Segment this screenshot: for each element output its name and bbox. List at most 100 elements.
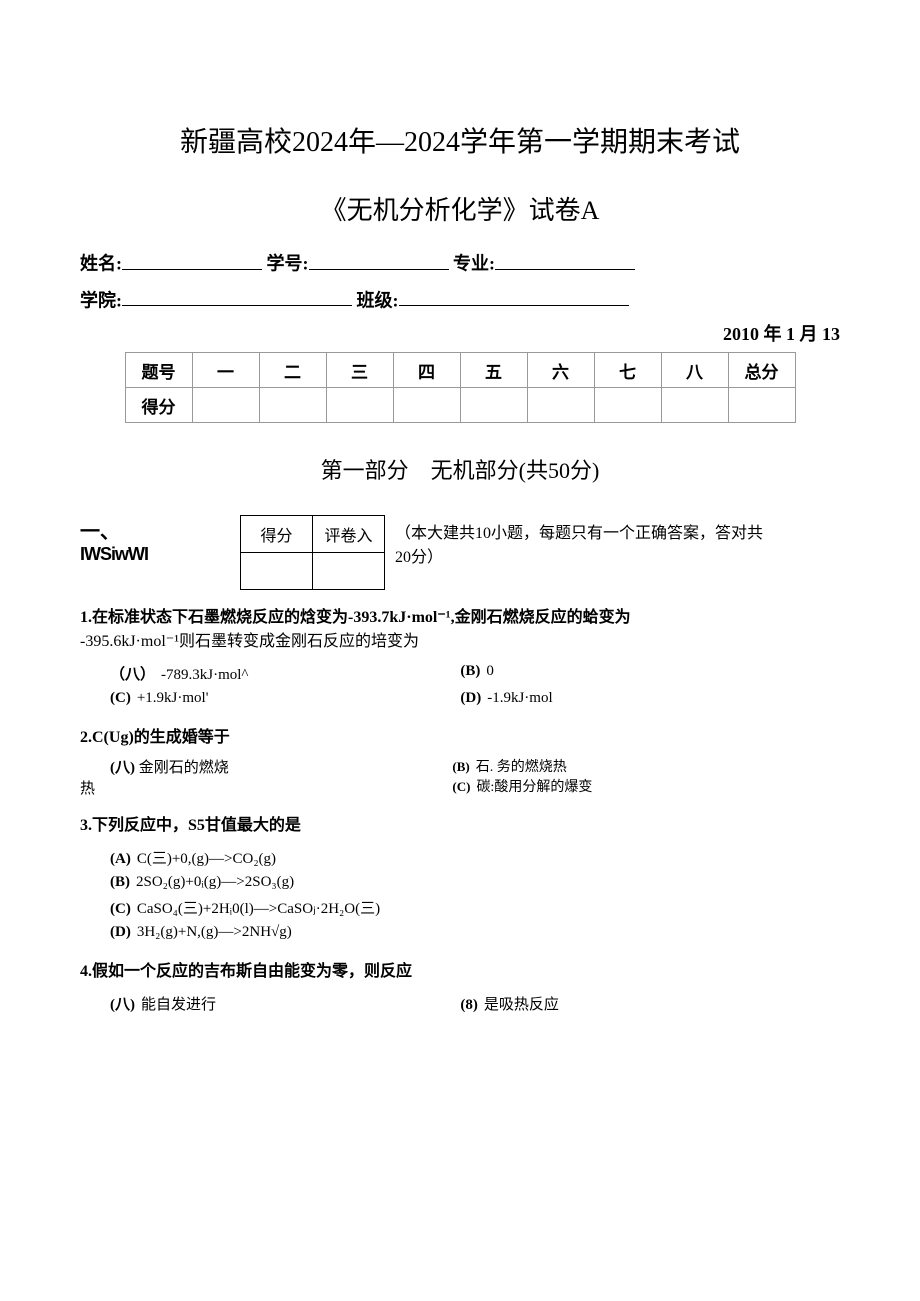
score-col: 八 (661, 353, 728, 388)
opt-label: (D) (110, 924, 131, 940)
class-blank (399, 284, 629, 307)
opt-text: CaSO₄(三)+2Hᵢ0(l)—>CaSOⱼ·2H₂O(三) (137, 901, 380, 917)
cutoff-left (110, 1017, 460, 1033)
page-title: 新疆高校2024年—2024学年第一学期期末考试 (80, 120, 840, 160)
q4-options: (八) 能自发进行 (8) 是吸热反应 (110, 990, 840, 1017)
table-row (241, 553, 385, 590)
college-label: 学院: (80, 290, 122, 310)
class-label: 班级: (357, 290, 399, 310)
score-cell (326, 388, 393, 423)
score-table: 题号 一 二 三 四 五 六 七 八 总分 得分 (125, 352, 796, 423)
opt-text: 2SO₂(g)+0ᵢ(g)—>2SO₃(g) (136, 874, 294, 890)
q3-opt-d: (D) 3H₂(g)+N,(g)—>2NH√g) (110, 924, 840, 941)
mini-cell (241, 553, 313, 590)
score-cell (460, 388, 527, 423)
table-row: 得分 (125, 388, 795, 423)
q2-opt-c: (C) 碳:酸用分解的爆变 (452, 776, 824, 796)
opt-label: (D) (460, 690, 481, 706)
opt-text: 3H₂(g)+N,(g)—>2NH√g) (137, 924, 292, 940)
opt-text: 0 (486, 663, 494, 679)
section-score-table: 得分 评卷入 (240, 515, 385, 590)
section-desc-line1: （本大建共10小题，每题只有一个正确答案，答对共 (395, 525, 763, 542)
opt-text: 碳:酸用分解的爆变 (476, 780, 592, 795)
q4-opt-b: (8) 是吸热反应 (460, 993, 810, 1014)
score-col: 总分 (728, 353, 795, 388)
q1-opt-a: （八）-789.3kJ·mol^ (110, 663, 460, 684)
q1-line1: 1.在标准状态下石墨燃烧反应的焓变为-393.7kJ·mol⁻¹,金刚石燃烧反应… (80, 609, 631, 626)
q2-left: (八) 金刚石的燃烧 热 (80, 756, 452, 798)
score-cell (661, 388, 728, 423)
q3-opt-b: (B) 2SO₂(g)+0ᵢ(g)—>2SO₃(g) (110, 874, 840, 891)
opt-text: 金刚石的燃烧 (139, 760, 229, 776)
part-title: 第一部分 无机部分(共50分) (80, 453, 840, 485)
q1-opt-d: (D) -1.9kJ·mol (460, 690, 810, 707)
opt-text: 能自发进行 (141, 997, 216, 1013)
opt-label: (C) (110, 690, 131, 706)
score-cell (728, 388, 795, 423)
q3-opt-a: (A) C(三)+0,(g)—>CO₂(g) (110, 847, 840, 868)
question-3: 3.下列反应中，S5甘值最大的是 (80, 814, 840, 838)
q2-opt-a: (八) 金刚石的燃烧 (110, 756, 452, 777)
opt-label: (B) (452, 759, 469, 774)
q4-cutoff (110, 1017, 840, 1033)
score-col: 五 (460, 353, 527, 388)
section-desc-line2: 20分） (395, 549, 443, 566)
major-label: 专业: (453, 254, 495, 274)
score-col: 四 (393, 353, 460, 388)
q3-opt-c: (C) CaSO₄(三)+2Hᵢ0(l)—>CaSOⱼ·2H₂O(三) (110, 897, 840, 918)
q4-opt-a: (八) 能自发进行 (110, 993, 460, 1014)
section-number: 一、 (80, 515, 240, 544)
id-label: 学号: (267, 254, 309, 274)
opt-text: 是吸热反应 (484, 997, 559, 1013)
score-header-num: 题号 (125, 353, 192, 388)
opt-label: (8) (460, 997, 478, 1013)
q3-options: (A) C(三)+0,(g)—>CO₂(g) (B) 2SO₂(g)+0ᵢ(g)—>… (110, 844, 840, 944)
opt-label: (A) (110, 851, 131, 867)
major-blank (495, 247, 635, 270)
q1-opt-c: (C)+1.9kJ·mol' (110, 690, 460, 707)
question-2: 2.C(Ug)的生成婚等于 (80, 726, 840, 750)
score-cell (594, 388, 661, 423)
q4-text: 4.假如一个反应的吉布斯自由能变为零，则反应 (80, 963, 412, 980)
mini-cell (313, 553, 385, 590)
opt-label: (八) (110, 997, 135, 1013)
score-col: 二 (259, 353, 326, 388)
section-desc: （本大建共10小题，每题只有一个正确答案，答对共 20分） (395, 515, 840, 567)
score-col: 一 (192, 353, 259, 388)
score-cell (192, 388, 259, 423)
section-garble: IWSiwWI (80, 544, 240, 565)
q1-opt-b: (B) 0 (460, 663, 810, 684)
q2-text: 2.C(Ug)的生成婚等于 (80, 729, 230, 746)
opt-text: -1.9kJ·mol (487, 690, 552, 706)
opt-text: 石. 务的燃烧热 (476, 760, 567, 775)
question-4: 4.假如一个反应的吉布斯自由能变为零，则反应 (80, 960, 840, 984)
opt-label: （八） (110, 667, 155, 683)
score-cell (393, 388, 460, 423)
q2-options: (八) 金刚石的燃烧 热 (B) 石. 务的燃烧热 (C) 碳:酸用分解的爆变 (80, 756, 840, 798)
question-1: 1.在标准状态下石墨燃烧反应的焓变为-393.7kJ·mol⁻¹,金刚石燃烧反应… (80, 606, 840, 654)
score-header-score: 得分 (125, 388, 192, 423)
mini-header: 评卷入 (313, 516, 385, 553)
college-blank (122, 284, 352, 307)
q1-line2: -395.6kJ·mol⁻¹则石墨转变成金刚石反应的培变为 (80, 633, 419, 650)
q1-options: （八）-789.3kJ·mol^ (B) 0 (C)+1.9kJ·mol' (D)… (110, 660, 840, 710)
id-blank (309, 247, 449, 270)
opt-label: (C) (452, 779, 470, 794)
opt-label: (C) (110, 901, 131, 917)
name-blank (122, 247, 262, 270)
page-subtitle: 《无机分析化学》试卷A (80, 190, 840, 227)
opt-label: (八) (110, 760, 135, 776)
q2-opt-b: (B) 石. 务的燃烧热 (452, 756, 824, 776)
date-row: 2010 年 1 月 13 (80, 320, 840, 346)
info-line-2: 学院: 班级: (80, 284, 840, 313)
mini-header: 得分 (241, 516, 313, 553)
info-line-1: 姓名: 学号: 专业: (80, 247, 840, 276)
q3-text: 3.下列反应中，S5甘值最大的是 (80, 817, 301, 834)
opt-text: C(三)+0,(g)—>CO₂(g) (137, 851, 276, 867)
table-row: 题号 一 二 三 四 五 六 七 八 总分 (125, 353, 795, 388)
section-label: 一、 IWSiwWI (80, 515, 240, 565)
score-cell (527, 388, 594, 423)
opt-label: (B) (110, 874, 130, 890)
opt-label: (B) (460, 663, 480, 679)
cutoff-right (460, 1017, 810, 1033)
